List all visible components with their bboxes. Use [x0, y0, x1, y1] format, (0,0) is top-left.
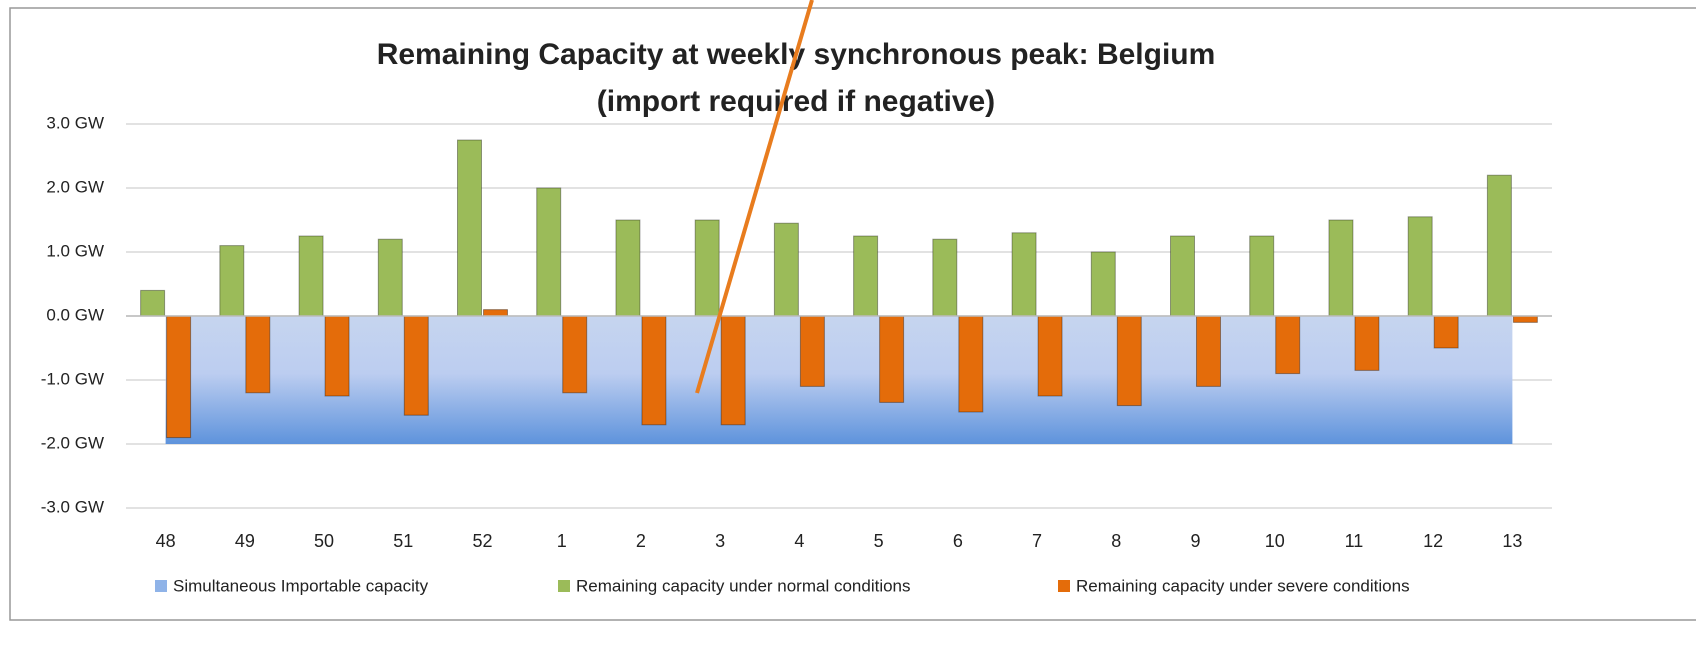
bar: [219, 245, 245, 317]
y-tick-label: 3.0 GW: [46, 113, 104, 132]
y-tick-label: -2.0 GW: [41, 433, 104, 452]
bar: [1196, 315, 1221, 387]
bar: [1249, 235, 1275, 317]
bar: [1275, 315, 1301, 375]
bar: [1512, 315, 1538, 323]
bar: [1328, 219, 1354, 317]
legend-label: Simultaneous Importable capacity: [173, 576, 429, 595]
x-tick-label: 9: [1190, 531, 1200, 551]
bar: [1407, 216, 1433, 317]
bar: [853, 235, 879, 317]
bar: [1354, 315, 1380, 371]
x-tick-label: 2: [636, 531, 646, 551]
bar: [1090, 251, 1116, 317]
bar: [140, 289, 166, 317]
y-tick-label: 2.0 GW: [46, 177, 104, 196]
bar: [245, 315, 271, 394]
bar: [377, 238, 403, 317]
y-tick-label: -1.0 GW: [41, 369, 104, 388]
x-tick-label: 10: [1265, 531, 1285, 551]
bar: [773, 222, 799, 317]
legend-swatch: [155, 580, 167, 592]
bar: [1486, 174, 1512, 317]
bar: [324, 315, 350, 397]
x-tick-label: 13: [1502, 531, 1522, 551]
x-tick-label: 50: [314, 531, 334, 551]
bar: [799, 315, 825, 387]
x-tick-label: 5: [874, 531, 884, 551]
x-tick-label: 8: [1111, 531, 1121, 551]
bar: [694, 219, 720, 317]
bar: [615, 219, 641, 317]
x-tick-label: 6: [953, 531, 963, 551]
bar: [1011, 232, 1037, 317]
legend-label: Remaining capacity under severe conditio…: [1076, 576, 1410, 595]
x-tick-label: 4: [794, 531, 804, 551]
bar: [562, 315, 588, 394]
x-tick-label: 52: [472, 531, 492, 551]
x-tick-label: 11: [1345, 531, 1364, 551]
bar: [641, 315, 667, 426]
bar: [958, 315, 984, 413]
legend-label: Remaining capacity under normal conditio…: [576, 576, 911, 595]
x-tick-label: 7: [1032, 531, 1042, 551]
bar: [932, 238, 958, 317]
x-tick-label: 12: [1423, 531, 1443, 551]
bar: [483, 309, 508, 317]
bar: [720, 315, 746, 426]
bar: [879, 315, 905, 403]
x-tick-label: 49: [235, 531, 255, 551]
plot: 3.0 GW 2.0 GW 1.0 GW 0.0 GW -1.0 GW -2.0 GW -3…: [41, 113, 1552, 595]
bar: [1433, 315, 1459, 349]
bar: [1170, 235, 1195, 317]
x-tick-label: 51: [393, 531, 413, 551]
bar: [298, 235, 324, 317]
y-tick-label: 0.0 GW: [46, 305, 104, 324]
x-tick-label: 3: [715, 531, 725, 551]
bar: [1116, 315, 1142, 407]
bar: [536, 187, 562, 317]
legend-swatch: [558, 580, 570, 592]
bar: [1037, 315, 1063, 397]
annotation-arrow: [695, 0, 814, 394]
x-tick-label: 1: [557, 531, 567, 551]
y-tick-label: 1.0 GW: [46, 241, 104, 260]
x-tick-label: 48: [156, 531, 176, 551]
area: [165, 316, 1513, 444]
y-tick-label: -3.0 GW: [41, 497, 104, 516]
chart-subtitle: (import required if negative): [597, 85, 995, 118]
legend-swatch: [1058, 580, 1070, 592]
bar: [457, 139, 482, 317]
bar: [166, 315, 192, 439]
bar: [403, 315, 429, 416]
